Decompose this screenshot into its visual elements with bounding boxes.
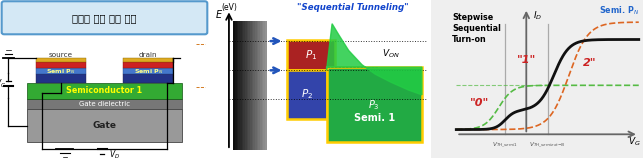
Bar bbox=[27, 83, 182, 99]
Text: $V_G$: $V_G$ bbox=[0, 77, 6, 90]
Text: "Sequential Tunneling": "Sequential Tunneling" bbox=[297, 3, 409, 12]
Bar bbox=[248, 21, 250, 150]
Bar bbox=[260, 21, 262, 150]
Bar bbox=[235, 21, 237, 150]
Bar bbox=[237, 21, 239, 150]
Bar bbox=[35, 74, 86, 83]
Text: "0": "0" bbox=[470, 98, 489, 108]
Text: $V_{ON}$: $V_{ON}$ bbox=[382, 47, 400, 60]
Text: 다진법 연산 소자 구조: 다진법 연산 소자 구조 bbox=[72, 13, 137, 23]
Bar bbox=[243, 21, 245, 150]
Bar bbox=[264, 21, 265, 150]
Text: drain: drain bbox=[139, 52, 158, 58]
Text: Gate dielectric: Gate dielectric bbox=[79, 101, 130, 107]
FancyBboxPatch shape bbox=[2, 1, 207, 34]
Bar bbox=[27, 109, 182, 142]
Text: $V_G$: $V_G$ bbox=[628, 136, 641, 148]
Text: $P_1$: $P_1$ bbox=[305, 48, 317, 62]
Text: "1": "1" bbox=[517, 55, 536, 65]
Bar bbox=[123, 58, 174, 62]
Bar bbox=[258, 21, 260, 150]
Text: Stepwise
Sequential
Turn-on: Stepwise Sequential Turn-on bbox=[452, 13, 501, 44]
Text: $V_D$: $V_D$ bbox=[109, 149, 120, 158]
Text: Semi. P$_N$: Semi. P$_N$ bbox=[599, 5, 638, 17]
Bar bbox=[262, 21, 264, 150]
Text: 2": 2" bbox=[583, 58, 597, 68]
Text: $P_2$: $P_2$ bbox=[300, 87, 312, 101]
Text: (eV): (eV) bbox=[221, 3, 237, 12]
Bar bbox=[27, 99, 182, 109]
Polygon shape bbox=[327, 24, 422, 95]
Bar bbox=[123, 62, 174, 68]
Text: Gate: Gate bbox=[93, 121, 116, 130]
Bar bbox=[123, 74, 174, 83]
Text: $V_{TH\_semi	ext{-}N}$: $V_{TH\_semi ext{-}N}$ bbox=[529, 141, 566, 149]
Bar bbox=[35, 62, 86, 68]
Text: source: source bbox=[48, 52, 73, 58]
Text: $I_D$: $I_D$ bbox=[532, 9, 542, 22]
Bar bbox=[247, 21, 248, 150]
Bar bbox=[287, 70, 327, 118]
Text: $E$: $E$ bbox=[215, 8, 223, 20]
Bar bbox=[327, 67, 422, 142]
Bar bbox=[287, 40, 336, 70]
Text: Semiconductor 1: Semiconductor 1 bbox=[66, 86, 143, 95]
Bar bbox=[265, 21, 267, 150]
Bar bbox=[245, 21, 247, 150]
Bar bbox=[251, 21, 253, 150]
Bar bbox=[233, 21, 235, 150]
Bar bbox=[35, 68, 86, 74]
Text: Semi P$_N$: Semi P$_N$ bbox=[46, 67, 75, 76]
Bar bbox=[253, 21, 255, 150]
Bar bbox=[239, 21, 240, 150]
Text: $V_{TH\_semi1}$: $V_{TH\_semi1}$ bbox=[493, 141, 518, 149]
Bar bbox=[35, 58, 86, 62]
Bar bbox=[257, 21, 258, 150]
Bar bbox=[255, 21, 257, 150]
Bar bbox=[123, 68, 174, 74]
Text: Semi P$_N$: Semi P$_N$ bbox=[134, 67, 163, 76]
Text: $P_3$
Semi. 1: $P_3$ Semi. 1 bbox=[354, 98, 395, 123]
Bar bbox=[242, 21, 243, 150]
Bar bbox=[240, 21, 242, 150]
Bar bbox=[250, 21, 251, 150]
